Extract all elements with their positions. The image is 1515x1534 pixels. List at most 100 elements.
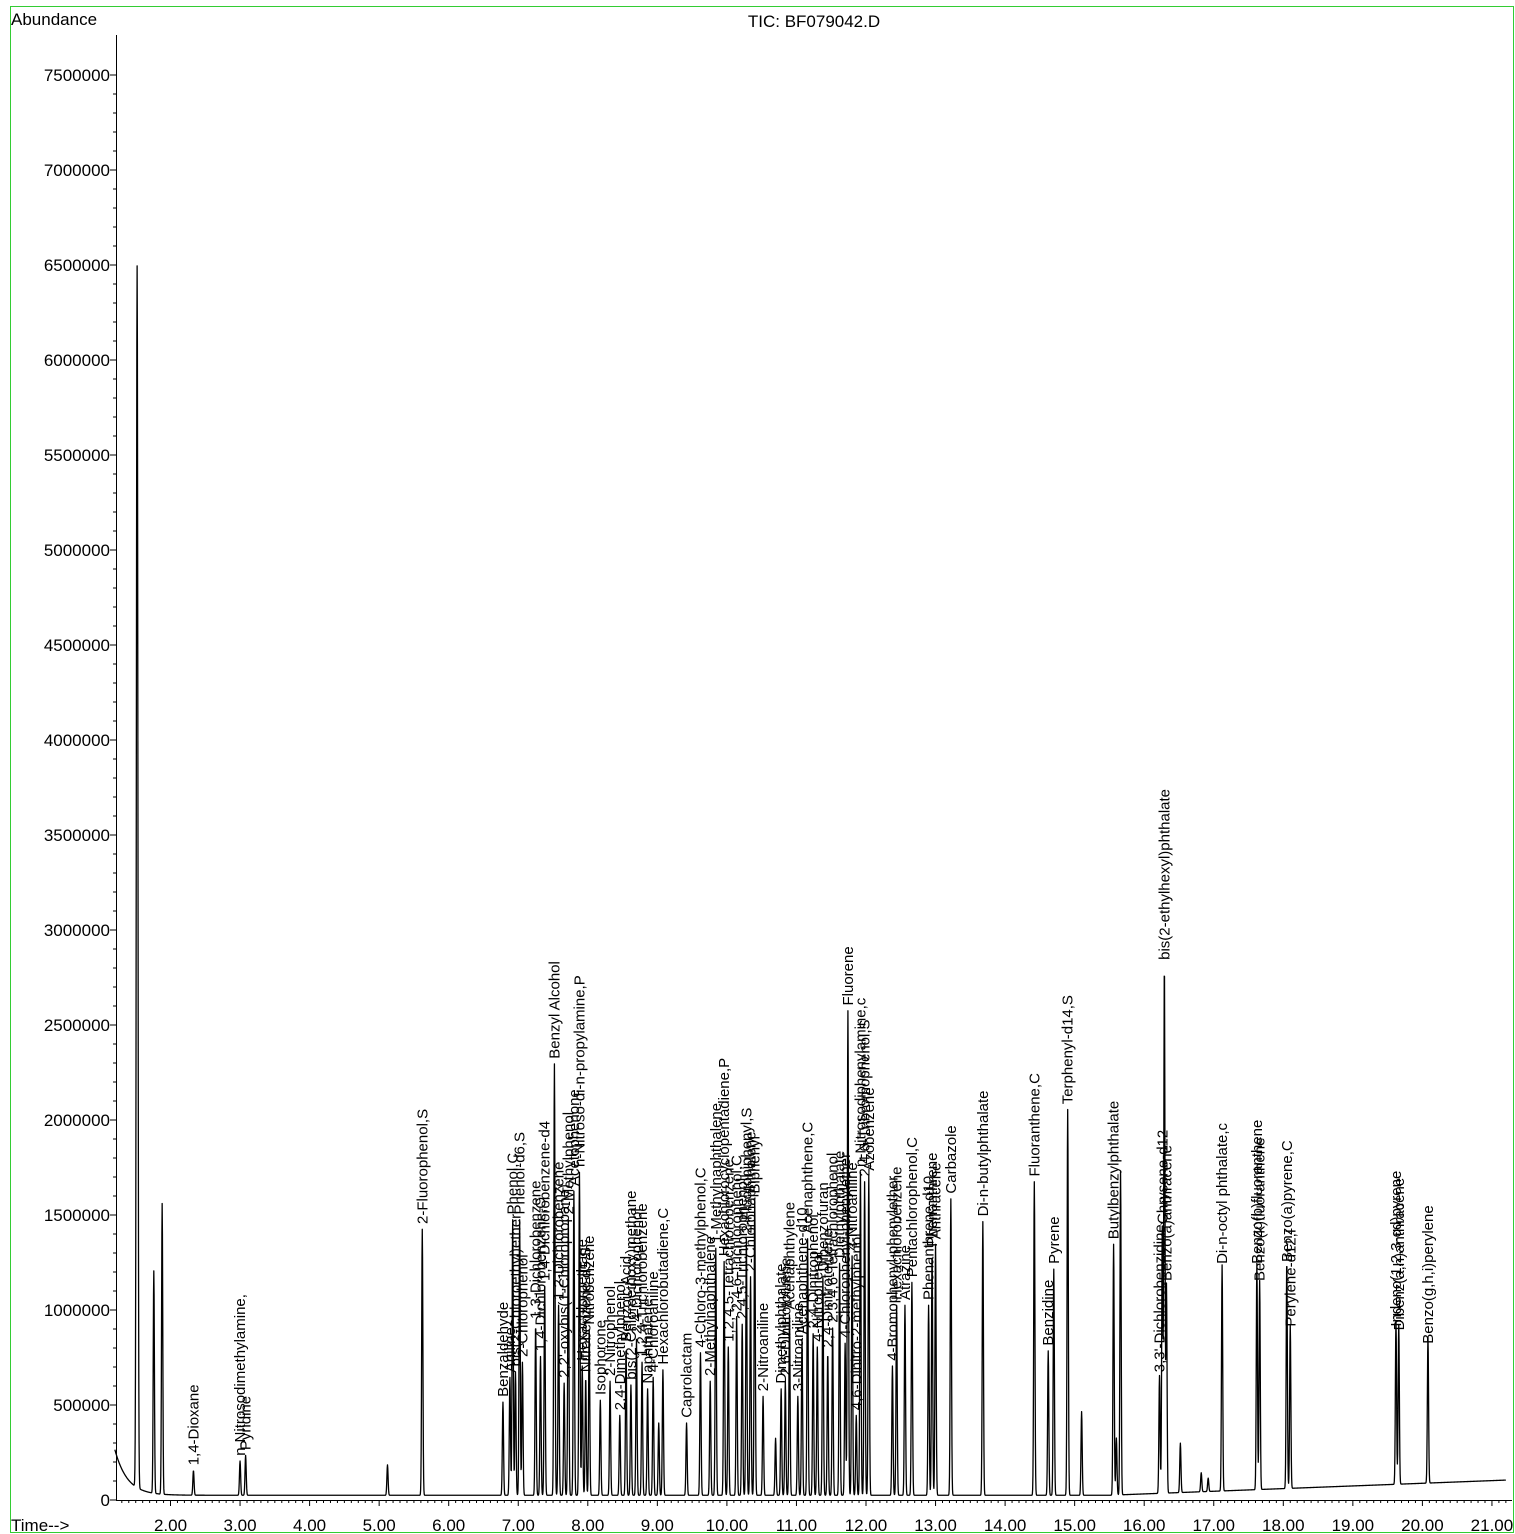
peak-label: 4,6-Dinitro-2-methylphenol	[848, 1233, 865, 1410]
peak-label: 1,2,4,5-Tetrachlorobenzene	[720, 1159, 737, 1342]
y-tick-label: 500000	[53, 1396, 110, 1415]
x-tick-label: 10.00	[706, 1516, 749, 1534]
peak-label: 1,4-Dichlorobenzene,C	[533, 1198, 550, 1352]
peak-label: Chrysene-d12	[1154, 1130, 1171, 1224]
tic-trace	[114, 265, 1507, 1496]
peak-label: 1,4-Dichlorobenzene-d4	[537, 1121, 554, 1281]
peak-label: 2-Nitroaniline	[755, 1303, 772, 1391]
y-tick-label: 3500000	[44, 826, 110, 845]
y-tick-label: 4500000	[44, 636, 110, 655]
peak-label: 1-Methylnaphthalene	[708, 1103, 725, 1243]
peak-label: bis(2-Chloroethyl)ether	[508, 1214, 525, 1367]
y-axis-title: Abundance	[11, 10, 97, 29]
y-tick-label: 1500000	[44, 1206, 110, 1225]
peak-label: Dibenzofuran	[815, 1182, 832, 1271]
peak-label: Acenaphthene-d10	[794, 1207, 811, 1334]
peak-label: Nitrobenzene-d5,S	[578, 1247, 595, 1372]
peak-label: Phenanthrene	[924, 1153, 941, 1247]
peak-label: 4-Chloroaniline	[645, 1271, 662, 1372]
peak-label: Benzoic Acid	[618, 1256, 635, 1342]
peak-label: 2-Methylphenol	[560, 1112, 577, 1215]
peak-label: 2,4-Dimethylphenol	[612, 1281, 629, 1410]
x-tick-label: 15.00	[1053, 1516, 1096, 1534]
peak-label: 4-Bromophenyl-phenylether	[884, 1176, 901, 1361]
peak-label: Biphenyl	[747, 1136, 764, 1194]
x-tick-label: 4.00	[293, 1516, 326, 1534]
peak-label: Acenaphthene,C	[800, 1122, 817, 1234]
peak-label: 4-Nitroaniline	[844, 1162, 861, 1250]
peak-label: Isophorone	[592, 1320, 609, 1395]
peak-label: Diethylphthalate	[832, 1151, 849, 1259]
peak-label: Atrazine	[897, 1245, 914, 1300]
peak-label: 2-Fluorophenol,S	[414, 1109, 431, 1224]
peak-label: Perylene-d12,I	[1282, 1229, 1299, 1327]
peak-label: 1,2-Dichlorobenzene	[551, 1162, 568, 1300]
peak-label: Fluoranthene,C	[1026, 1073, 1043, 1177]
peak-label: 4-Chlorophenyl-phenylether	[837, 1153, 854, 1338]
peak-label: 1,3-Dichlorobenzene	[528, 1181, 545, 1319]
y-tick-label: 4000000	[44, 731, 110, 750]
peak-label: 2-Chloronaphthalene	[743, 1131, 760, 1271]
x-tick-label: 21.00	[1471, 1516, 1514, 1534]
peak-label: Di-n-butylphthalate	[975, 1090, 992, 1216]
x-tick-label: 20.00	[1401, 1516, 1444, 1534]
y-axis-ticks: 0 500000 1000000 1500000 2000000 2500000 30000…	[44, 66, 116, 1510]
peak-label: Benzidine	[1040, 1280, 1057, 1346]
x-tick-label: 8.00	[571, 1516, 604, 1534]
peak-label: 2-Nitrophenol	[602, 1286, 619, 1376]
x-tick-label: 14.00	[984, 1516, 1027, 1534]
x-tick-label: 16.00	[1123, 1516, 1166, 1534]
peak-label: n-Nitrosodimethylamine,	[232, 1294, 249, 1456]
x-axis-title: Time-->	[11, 1516, 69, 1534]
x-tick-label: 7.00	[502, 1516, 535, 1534]
peak-label: Benzaldehyde	[495, 1302, 512, 1397]
peak-label: 2,4-Dinitrotoluene	[820, 1229, 837, 1347]
x-tick-label: 2.00	[154, 1516, 187, 1534]
peak-label: Benzo(a)pyrene,C	[1279, 1140, 1296, 1262]
peak-label: Carbazole	[943, 1125, 960, 1193]
peak-label: Benzo(b)fluoranthene	[1249, 1120, 1266, 1264]
peak-label: bis(2-Chloroethoxy)methane	[623, 1191, 640, 1380]
x-tick-label: 5.00	[363, 1516, 396, 1534]
peak-label: Acenaphthylene	[782, 1202, 799, 1310]
peak-label: Azobenzene	[861, 1087, 878, 1170]
peak-label: 2,4,6-Tribromophenol,S	[857, 1019, 874, 1176]
x-tick-label: 6.00	[432, 1516, 465, 1534]
peak-label: Hexachlorocyclopentadiene,P	[716, 1058, 733, 1256]
peak-label: 2,6-Dinitrotoluene	[777, 1258, 794, 1376]
peak-label: 2,2'-oxybis(1-Chloropropane)	[556, 1184, 573, 1378]
peak-label: Caprolactam	[679, 1333, 696, 1418]
x-tick-label: 13.00	[914, 1516, 957, 1534]
x-tick-label: 17.00	[1192, 1516, 1235, 1534]
peak-label: Fluorene	[840, 946, 857, 1005]
peak-label: Dibenz(a,h)anthracene	[1391, 1178, 1408, 1331]
y-tick-label: 1000000	[44, 1301, 110, 1320]
peak-label: Dimethylphthalate	[773, 1264, 790, 1384]
peak-label: Phenol-d6,S	[512, 1132, 529, 1215]
x-tick-label: 11.00	[776, 1516, 817, 1534]
peak-label: 4-Chloro-3-methylphenol,C	[693, 1167, 710, 1347]
y-tick-label: 5000000	[44, 541, 110, 560]
x-tick-label: 18.00	[1262, 1516, 1305, 1534]
peak-label: Benzo(g,h,i)perylene	[1420, 1205, 1437, 1343]
y-tick-label: 6500000	[44, 256, 110, 275]
peak-label: Terphenyl-d14,S	[1060, 995, 1077, 1104]
peak-label: Phenanthrene-d10	[921, 1176, 938, 1300]
x-axis-ticks: 2.00 3.00 4.00 5.00 6.00 7.00 8.00 9.00 10.00 11.…	[121, 1500, 1514, 1534]
peak-label: Anthracene	[928, 1162, 945, 1239]
peak-label: Nitrobenzene	[581, 1235, 598, 1324]
x-tick-label: 9.00	[641, 1516, 674, 1534]
x-tick-label: 3.00	[224, 1516, 257, 1534]
peak-label: Hexachlorobutadiene,C	[655, 1208, 672, 1365]
peak-label: Butylbenzylphthalate	[1106, 1101, 1123, 1239]
y-tick-label: 7000000	[44, 161, 110, 180]
y-tick-label: 2000000	[44, 1111, 110, 1130]
y-tick-label: 6000000	[44, 351, 110, 370]
peak-label: Phenol,C	[505, 1153, 522, 1215]
peak-label: Benzo(a)anthracene	[1159, 1145, 1176, 1281]
peak-label: 2-Chlorophenol	[514, 1254, 531, 1357]
y-tick-label: 0	[101, 1491, 110, 1510]
y-tick-label: 3000000	[44, 921, 110, 940]
